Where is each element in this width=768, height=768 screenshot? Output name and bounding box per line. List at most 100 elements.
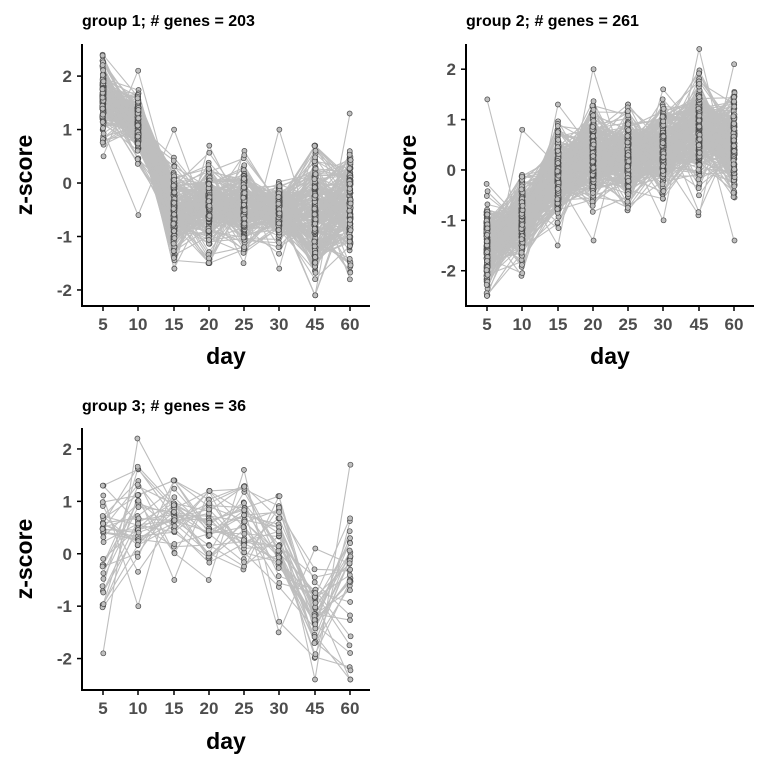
data-point [206,532,213,538]
data-point [731,98,737,105]
data-point [100,650,107,657]
data-point [554,219,561,226]
data-point [625,158,632,165]
data-point [171,550,178,557]
data-point [241,537,247,543]
data-point [347,566,354,573]
data-point [171,577,178,583]
data-point [484,249,490,255]
data-point [170,157,177,164]
data-point [100,534,107,541]
data-point [555,148,561,154]
data-point [346,560,353,567]
data-point [484,257,490,264]
x-tick-label: 30 [270,699,289,718]
data-point [241,483,248,490]
data-point [311,184,318,191]
data-point [135,67,142,74]
data-point [275,200,282,207]
data-point [206,500,213,507]
x-tick-label: 5 [98,315,107,334]
data-point [346,256,353,262]
y-tick-label: -2 [57,281,72,300]
data-point [135,133,141,140]
data-point [99,499,106,505]
data-point [625,127,632,133]
data-point [346,207,353,214]
data-point [590,190,596,196]
series-line [102,103,351,247]
data-point [206,202,213,209]
panel-title: group 1; # genes = 203 [82,13,255,30]
y-tick-label: -1 [441,211,456,230]
data-point [206,488,213,494]
data-point [99,139,106,146]
data-point [312,621,319,628]
data-point [346,578,353,585]
data-point [347,461,354,468]
data-point [275,573,282,579]
data-point [311,634,318,640]
data-point [347,200,354,207]
data-point [134,156,141,163]
data-point [311,579,318,586]
data-point [696,162,703,168]
data-point [312,651,319,658]
data-point [241,500,247,506]
data-point [99,86,106,93]
data-point [660,217,667,224]
data-point [99,513,106,519]
data-point [206,255,212,262]
data-point [276,210,283,217]
data-point [241,207,248,214]
data-point [275,227,282,233]
data-point [276,250,282,257]
data-point [731,166,738,173]
data-point [696,149,703,156]
data-point [135,520,141,527]
data-point [241,215,248,222]
data-point [660,154,667,160]
data-point [170,205,177,212]
data-point [312,600,319,606]
data-point [625,108,631,114]
data-point [347,650,354,656]
data-point [518,236,525,243]
data-point [241,202,247,208]
data-point [134,542,141,548]
data-point [100,601,107,607]
data-point [241,175,247,182]
data-point [696,46,703,52]
data-point [100,125,106,131]
data-point [730,137,737,144]
data-point [624,204,631,211]
data-point [100,520,106,527]
data-point [659,195,666,202]
data-point [134,122,141,129]
data-point [100,153,107,160]
data-point [206,149,213,156]
series-line [102,97,351,238]
data-point [589,202,596,209]
data-point [135,568,141,575]
data-point [625,177,632,184]
data-point [590,164,597,171]
series-line [102,99,351,242]
data-point [731,61,737,68]
series-line [102,109,351,239]
data-point [484,211,491,218]
x-tick-label: 5 [482,315,491,334]
data-point [100,556,107,562]
x-tick-label: 30 [654,315,673,334]
x-axis-title: day [206,343,246,369]
data-point [311,211,318,218]
data-point [171,485,178,492]
data-point [241,542,247,549]
data-point [276,618,283,625]
data-point [311,566,318,573]
data-point [625,121,631,128]
data-point [346,185,353,192]
data-point [660,168,666,174]
data-point [100,67,106,74]
